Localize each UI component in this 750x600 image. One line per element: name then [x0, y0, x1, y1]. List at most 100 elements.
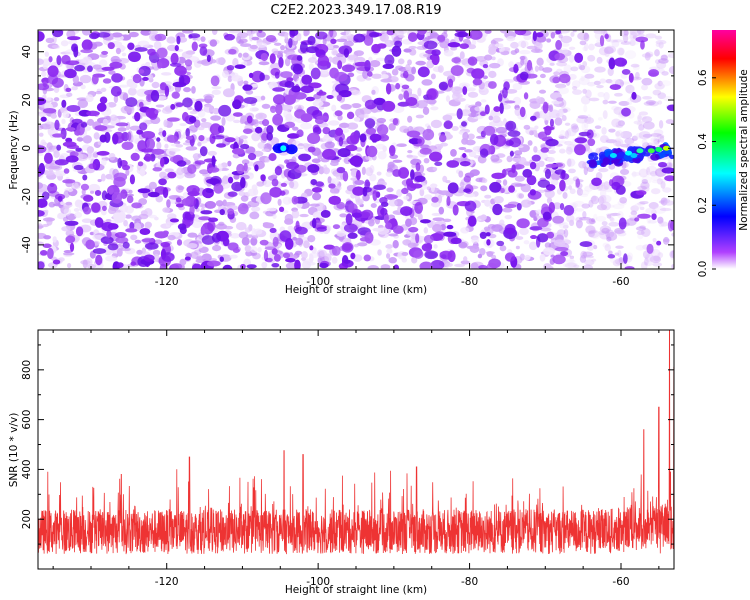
spectrogram-cell [505, 140, 514, 146]
spectrogram-cell [327, 176, 332, 184]
spectrogram-cell [295, 250, 303, 255]
spectrogram-cell [450, 65, 464, 76]
spectrogram-cell [532, 30, 537, 42]
spectrogram-cell [362, 186, 368, 197]
spectrogram-cell [117, 57, 129, 64]
spectrogram-cell [566, 147, 571, 154]
spectrogram-cell [388, 123, 396, 131]
spectrogram-cell [272, 236, 279, 247]
spectrogram-cell [588, 199, 594, 208]
spectrogram-cell [650, 136, 659, 143]
spectrogram-cell [38, 182, 44, 190]
spectrogram-cell [564, 259, 576, 263]
spectrogram-cell [568, 185, 573, 190]
spectrogram-cell [438, 81, 449, 91]
spectrogram-cell [121, 52, 127, 57]
spectrogram-cell [460, 227, 470, 234]
spectrogram-cell [66, 262, 72, 269]
spectrogram-cell [164, 143, 169, 149]
spectrogram-cell [642, 95, 653, 100]
spectrogram-cell [641, 178, 648, 184]
spectrogram-cell [141, 238, 155, 243]
spectrogram-cell [657, 80, 663, 87]
spectrogram-cell [241, 159, 250, 165]
spectrogram-cell [353, 50, 365, 57]
spectrogram-cell [108, 152, 116, 161]
spectrogram-cell [467, 112, 479, 118]
spectrogram-cell [524, 254, 531, 261]
spectrogram-cell [56, 144, 62, 151]
spectrogram-cell [185, 127, 190, 138]
spectrogram-cell [41, 191, 50, 201]
spectrogram-cell [422, 53, 432, 57]
spectrogram-cell [57, 195, 63, 202]
spectrogram-cell [99, 96, 108, 104]
spectrogram-cell [569, 256, 575, 263]
spectrogram-cell [62, 141, 77, 148]
spectrogram-cell [246, 115, 253, 124]
spectrogram-cell [425, 32, 431, 37]
spectrogram-cell [185, 146, 198, 151]
spectrogram-cell [657, 68, 666, 74]
spectrogram-cell [642, 133, 653, 138]
spectrogram-cell [630, 85, 635, 93]
spectrogram-cell [277, 50, 284, 55]
spectrogram-cell [126, 195, 134, 204]
spectrogram-cell [599, 78, 607, 84]
spectrogram-cell [116, 247, 123, 257]
spectrogram-cell [176, 239, 183, 246]
spectrogram-cell [559, 48, 569, 55]
spectrogram-cell [652, 89, 662, 96]
spectrogram-cell [519, 106, 526, 118]
spectrogram-cell [38, 132, 44, 137]
spectrogram-cell [63, 168, 70, 174]
spectrogram-cell [623, 30, 629, 37]
spectrogram-cell [55, 74, 66, 78]
spectrogram-cell [64, 205, 70, 210]
spectrogram-cell [446, 224, 454, 230]
spectrogram-cell [539, 73, 546, 79]
spectrogram-cell [577, 32, 589, 41]
spectrogram-cell [175, 102, 184, 108]
spectrogram-cell [162, 130, 167, 138]
snr-y-label: SNR (10 * v/v) [8, 413, 20, 488]
spectrogram-cell [54, 170, 67, 177]
spectrogram-cell [644, 253, 654, 262]
spectrogram-cell [301, 251, 308, 259]
spectrogram-cell [656, 240, 662, 246]
spectrogram-cell [127, 87, 137, 96]
colorbar-ticks: 0.0 0.2 0.4 0.6 [697, 69, 716, 277]
spectrogram-cell [402, 70, 409, 79]
spectrogram-cell [370, 203, 377, 208]
spectrogram-cell [38, 261, 45, 269]
spectrogram-cell [641, 84, 649, 91]
spectrogram-cell [607, 204, 615, 208]
spectrogram-cell [431, 212, 442, 217]
spectrogram-cell [69, 242, 75, 252]
spectrogram-cell [645, 51, 654, 57]
spectrogram-cell [305, 96, 315, 102]
spectrogram-cell [301, 257, 306, 261]
spectrogram-cell [575, 178, 581, 188]
spectrogram-cell [231, 147, 245, 155]
spectrogram-cell [516, 218, 530, 229]
spectrogram-cell [668, 162, 673, 169]
spectrogram-cell [284, 218, 294, 225]
spectrogram-cell [407, 150, 413, 154]
spectrogram-cell [102, 78, 112, 84]
spectrogram-cell [594, 66, 606, 73]
spectrogram-cell [479, 231, 487, 240]
spectrogram-cell [554, 247, 569, 252]
spectrogram-cell [227, 176, 234, 184]
spectrogram-cell [77, 99, 89, 109]
spectrogram-cell [598, 184, 609, 192]
spectrogram-cell [445, 95, 451, 102]
spectrogram-cell [357, 200, 363, 204]
spectrogram-cell [42, 64, 48, 70]
spectrogram-cell [181, 111, 189, 122]
spectrogram-cell [648, 100, 659, 107]
spectrogram-cell [343, 223, 358, 233]
spectrogram-cell [558, 109, 564, 117]
spectrogram-cell [574, 52, 584, 63]
